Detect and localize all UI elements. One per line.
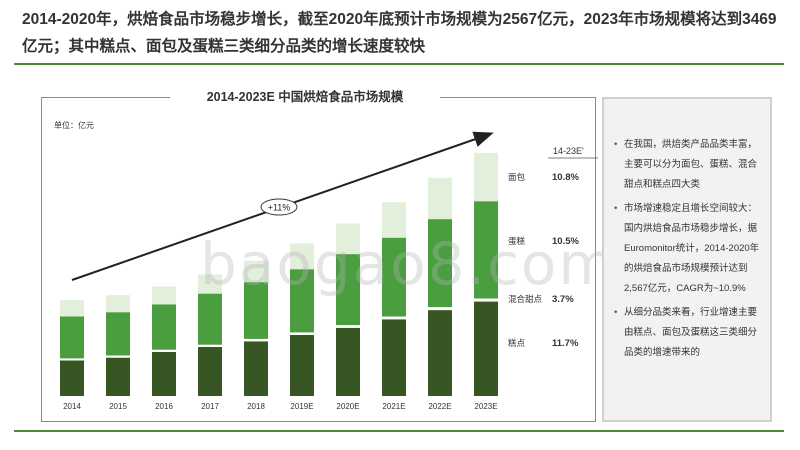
growth-arrow-label: +11% [268,203,291,213]
side-point-1: 在我国，烘焙类产品品类丰富，主要可以分为面包、蛋糕、混合甜点和糕点四大类 [614,135,762,195]
bar-2017-面包 [198,274,222,294]
bar-2014-面包 [60,300,84,317]
x-tick-label: 2019E [290,402,313,411]
bar-2021E-蛋糕 [382,237,406,317]
bar-2023E-面包 [474,152,498,202]
series-label-蛋糕: 蛋糕 [508,236,526,246]
bar-2015-糕点 [106,357,130,396]
bar-2020E-面包 [336,223,360,255]
bar-2015-蛋糕 [106,312,130,356]
bar-2016-面包 [152,286,176,305]
bar-2023E-混合甜点 [474,298,498,302]
bar-2014-混合甜点 [60,358,84,361]
chart-title: 2014-2023E 中国烘焙食品市场规模 [170,86,440,108]
bar-2015-混合甜点 [106,355,130,358]
bar-2016-糕点 [152,352,176,396]
bar-2016-蛋糕 [152,304,176,350]
bar-2022E-混合甜点 [428,307,452,311]
cagr-header: 14-23E' [553,146,584,156]
x-tick-label: 2021E [382,402,405,411]
x-tick-label: 2023E [474,402,497,411]
bar-2021E-面包 [382,202,406,238]
bar-2014-蛋糕 [60,316,84,359]
page-headline: 2014-2020年，烘焙食品市场稳步增长，截至2020年底预计市场规模为256… [22,11,777,55]
x-tick-label: 2014 [63,402,81,411]
cagr-value-蛋糕: 10.5% [552,236,579,247]
x-tick-label: 2015 [109,402,127,411]
x-tick-label: 2020E [336,402,359,411]
bar-2018-混合甜点 [244,338,268,342]
bottom-divider [14,430,784,432]
bar-2022E-蛋糕 [428,219,452,308]
bar-2019E-混合甜点 [290,332,314,335]
bar-2016-混合甜点 [152,349,176,352]
growth-arrow-badge [260,198,298,216]
bar-2019E-糕点 [290,334,314,396]
bar-2018-蛋糕 [244,282,268,339]
bar-2019E-蛋糕 [290,269,314,333]
bar-2017-蛋糕 [198,293,222,345]
cagr-value-混合甜点: 3.7% [552,294,574,305]
x-tick-label: 2018 [247,402,265,411]
side-point-2-text: 市场增速稳定且增长空间较大：国内烘焙食品市场稳步增长，据Euromonitor统… [624,203,760,294]
bar-2020E-混合甜点 [336,325,360,328]
bar-2014-糕点 [60,360,84,396]
side-point-2: 市场增速稳定且增长空间较大：国内烘焙食品市场稳步增长，据Euromonitor统… [614,199,762,299]
series-label-混合甜点: 混合甜点 [508,294,543,304]
top-divider [14,63,784,65]
series-label-面包: 面包 [508,172,526,182]
bar-2020E-糕点 [336,327,360,396]
bar-2023E-糕点 [474,301,498,396]
bar-2017-混合甜点 [198,344,222,347]
unit-label: 单位：亿元 [54,120,94,130]
bar-2023E-蛋糕 [474,201,498,299]
bar-2015-面包 [106,295,130,313]
bar-2022E-面包 [428,177,452,220]
cagr-value-面包: 10.8% [552,172,579,183]
cagr-value-糕点: 11.7% [552,338,579,349]
side-point-3-text: 从细分品类来看，行业增速主要由糕点、面包及蛋糕这三类细分品类的增速带来的 [624,307,758,358]
bar-2022E-糕点 [428,310,452,396]
x-tick-label: 2016 [155,402,173,411]
bar-2021E-混合甜点 [382,316,406,320]
series-label-糕点: 糕点 [508,338,526,348]
side-panel: 在我国，烘焙类产品品类丰富，主要可以分为面包、蛋糕、混合甜点和糕点四大类 市场增… [602,97,772,422]
bar-2019E-面包 [290,243,314,270]
bar-2020E-蛋糕 [336,254,360,326]
bar-2018-面包 [244,260,268,283]
bar-2017-糕点 [198,347,222,396]
bar-2018-糕点 [244,341,268,396]
x-tick-label: 2017 [201,402,219,411]
x-tick-label: 2022E [428,402,451,411]
side-point-3: 从细分品类来看，行业增速主要由糕点、面包及蛋糕这三类细分品类的增速带来的 [614,303,762,363]
bar-2021E-糕点 [382,319,406,396]
side-point-1-text: 在我国，烘焙类产品品类丰富，主要可以分为面包、蛋糕、混合甜点和糕点四大类 [624,139,758,190]
